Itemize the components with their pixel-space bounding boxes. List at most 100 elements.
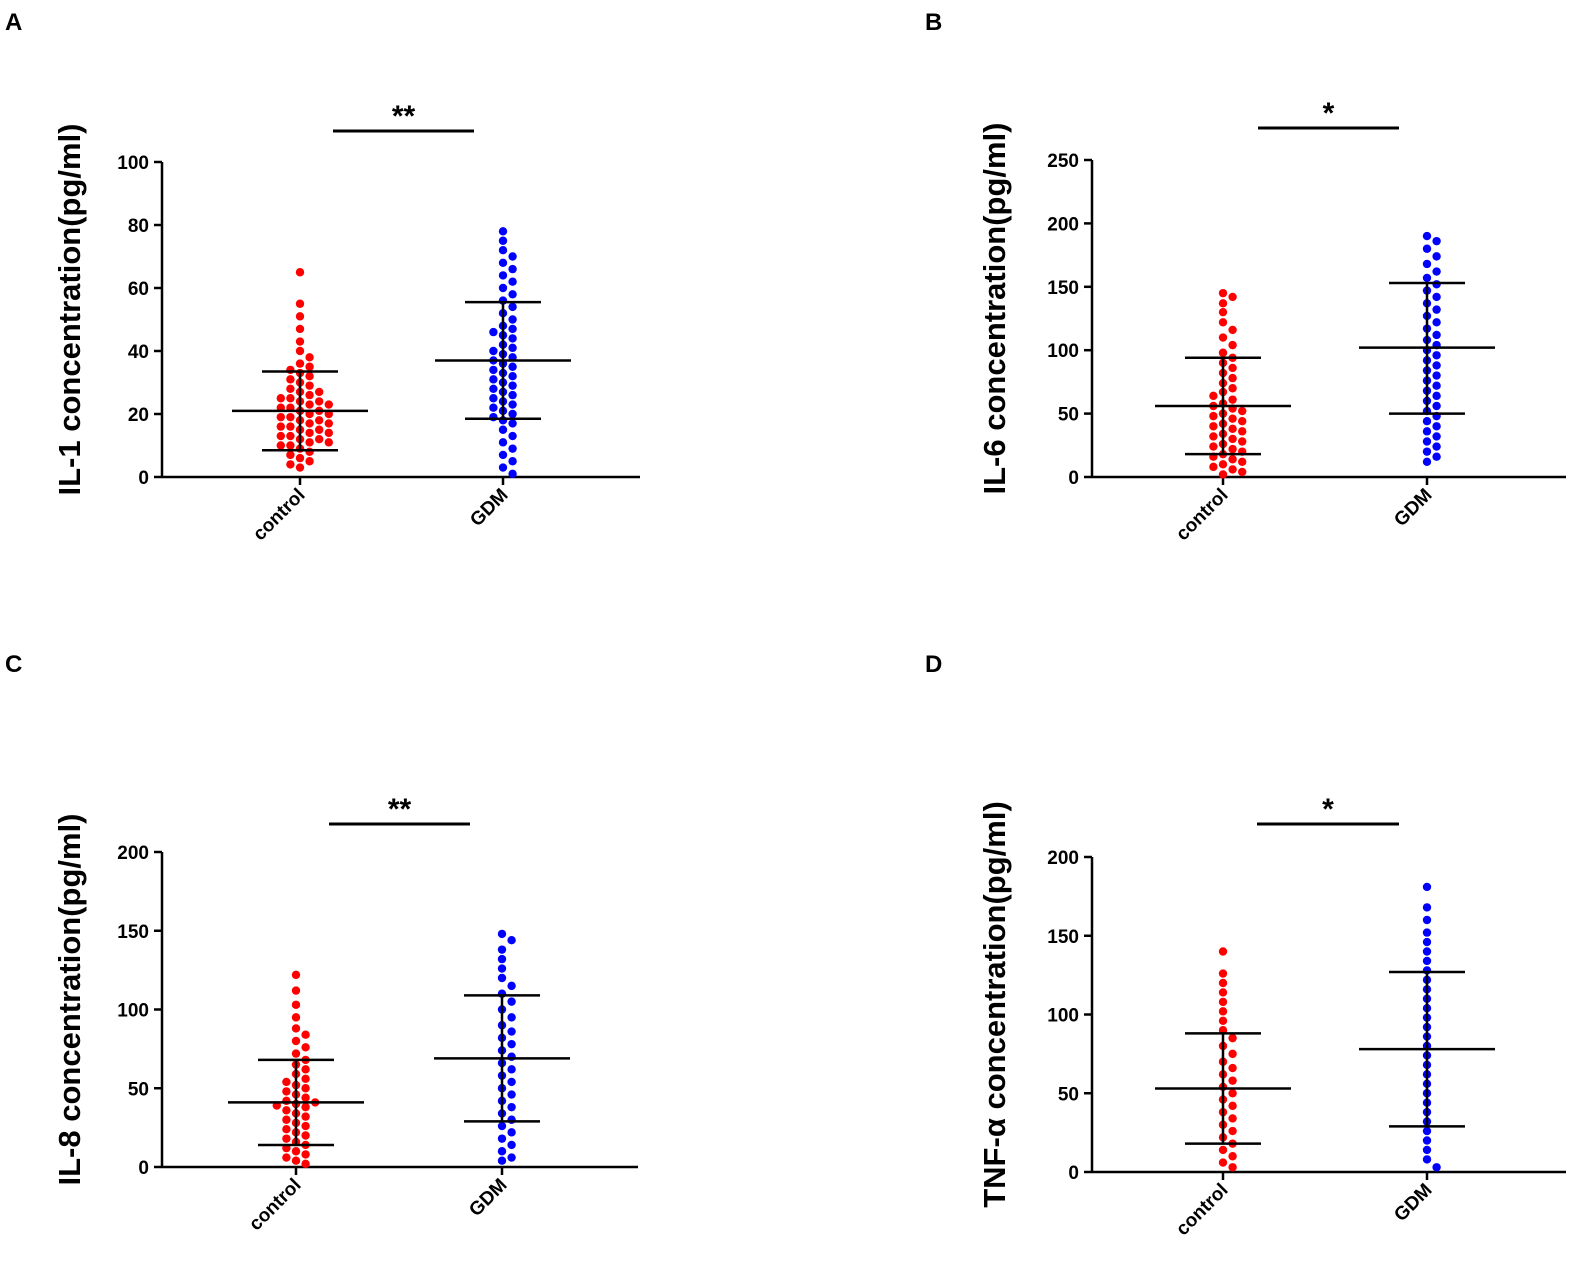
data-point-gdm [1422, 244, 1432, 253]
data-point-control [1228, 325, 1237, 335]
data-point-gdm [498, 227, 508, 236]
data-point-gdm [1422, 231, 1432, 241]
x-category-label-control: control [1172, 485, 1232, 545]
data-point-control [1218, 978, 1228, 988]
data-point-gdm [508, 290, 517, 299]
data-point-gdm [489, 403, 498, 412]
data-point-gdm [1432, 371, 1441, 380]
data-point-control [286, 394, 295, 403]
data-point-control [1228, 444, 1237, 454]
data-point-control [305, 438, 314, 447]
data-point-gdm [508, 431, 517, 441]
panel-label: A [5, 9, 22, 36]
data-point-gdm [507, 1077, 516, 1087]
data-point-gdm [1432, 305, 1441, 314]
data-point-gdm [507, 1115, 516, 1124]
data-point-control [295, 312, 305, 321]
x-category-label-gdm: GDM [1390, 485, 1436, 531]
data-point-gdm [1422, 437, 1432, 446]
data-point-control [291, 1024, 301, 1033]
data-point-gdm [498, 438, 508, 447]
data-point-gdm [507, 1013, 516, 1022]
chart-panel-d: D TNF-α concentration(pg/ml) 0 50 100 150 200 c… [925, 651, 1566, 1240]
data-point-control [286, 412, 295, 422]
data-point-control [1228, 1114, 1237, 1123]
data-point-gdm [508, 419, 517, 428]
x-category-label-gdm: GDM [466, 485, 512, 531]
data-point-gdm [508, 343, 517, 353]
panel-label: C [5, 651, 22, 678]
data-point-gdm [508, 457, 517, 466]
y-tick-label: 50 [1058, 405, 1079, 426]
y-tick-label: 0 [138, 468, 149, 489]
data-point-control [1209, 411, 1218, 421]
data-point-control [305, 381, 314, 390]
chart-panel-c: C IL-8 concentration(pg/ml) 0 50 100 150 200 co… [5, 651, 638, 1235]
data-point-control [276, 394, 285, 403]
data-point-gdm [498, 271, 508, 280]
data-point-control [1228, 455, 1237, 464]
data-point-gdm [508, 277, 517, 286]
data-point-control [1218, 997, 1228, 1007]
data-point-control [1218, 470, 1228, 479]
data-point-control [282, 1153, 291, 1162]
data-point-gdm [498, 258, 508, 267]
data-point-gdm [507, 1065, 516, 1074]
data-point-control [295, 463, 305, 472]
data-point-gdm [498, 450, 508, 460]
data-point-control [324, 400, 333, 409]
data-point-control [276, 422, 285, 431]
y-tick-label: 40 [128, 342, 149, 363]
data-point-control [276, 412, 285, 422]
data-point-control [1218, 318, 1228, 327]
data-point-control [1228, 414, 1237, 423]
data-point-control [1228, 1152, 1237, 1161]
data-point-control [301, 1112, 310, 1121]
data-point-gdm [507, 1052, 516, 1061]
significance-label: ** [388, 793, 412, 826]
y-axis-label: IL-8 concentration(pg/ml) [52, 814, 87, 1186]
data-point-control [1218, 1007, 1228, 1016]
data-point-control [1218, 988, 1228, 997]
data-point-gdm [508, 264, 517, 274]
data-point-gdm [508, 381, 517, 390]
data-point-gdm [497, 973, 507, 983]
data-point-control [301, 1150, 310, 1159]
y-tick-label: 100 [1047, 341, 1079, 362]
data-point-control [1228, 434, 1237, 444]
data-point-gdm [1422, 259, 1432, 269]
data-point-gdm [489, 375, 498, 384]
data-point-gdm [507, 1039, 516, 1049]
data-point-gdm [1422, 882, 1432, 892]
data-point-gdm [489, 327, 498, 337]
data-point-gdm [508, 469, 517, 479]
data-point-gdm [507, 1102, 516, 1112]
data-point-control [1209, 462, 1218, 472]
data-point-control [295, 268, 305, 277]
x-category-label-control: control [1172, 1180, 1232, 1240]
data-point-gdm [1422, 417, 1432, 426]
data-point-control [1218, 299, 1228, 308]
data-point-control [286, 422, 295, 431]
data-point-control [282, 1125, 291, 1134]
data-point-control [305, 428, 314, 438]
data-point-gdm [497, 964, 507, 973]
data-point-gdm [508, 362, 517, 371]
x-category-label-gdm: GDM [1390, 1180, 1436, 1226]
data-point-gdm [497, 1121, 507, 1131]
data-point-gdm [489, 365, 498, 375]
data-point-control [1218, 1158, 1228, 1167]
data-point-gdm [1432, 452, 1441, 461]
data-point-control [295, 337, 305, 346]
y-tick-label: 200 [1047, 214, 1079, 235]
data-point-control [282, 1077, 291, 1087]
data-point-gdm [1432, 1163, 1441, 1172]
data-point-control [1238, 406, 1247, 416]
data-point-control [315, 435, 324, 444]
data-point-gdm [1432, 292, 1441, 302]
data-point-control [1228, 340, 1237, 350]
y-tick-label: 250 [1047, 151, 1079, 172]
data-point-control [282, 1115, 291, 1124]
data-point-control [1228, 363, 1237, 373]
panel-label: D [925, 651, 942, 678]
